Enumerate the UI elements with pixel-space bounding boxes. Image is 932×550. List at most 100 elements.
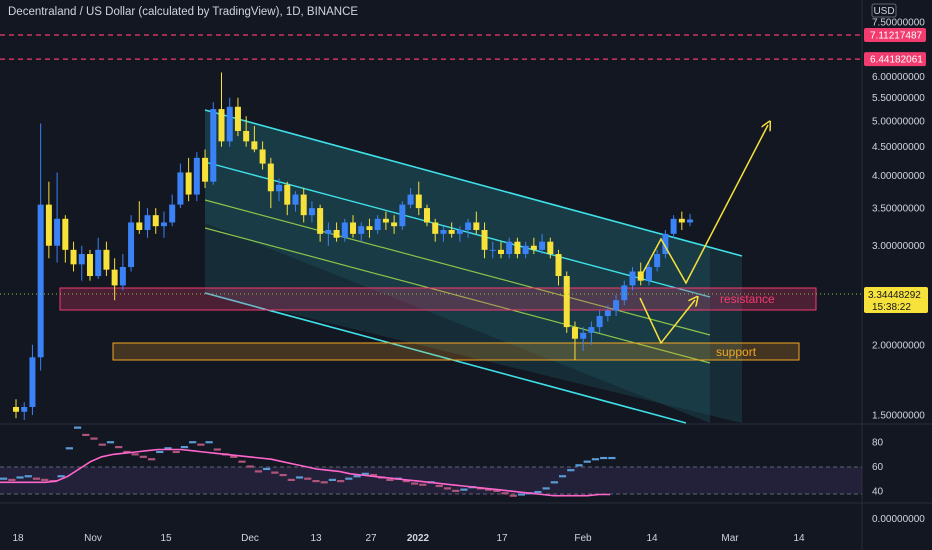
candle[interactable] bbox=[62, 215, 69, 263]
rsi-ma-line[interactable] bbox=[0, 448, 611, 497]
candle[interactable] bbox=[687, 213, 694, 227]
resistance-zone[interactable] bbox=[59, 287, 817, 311]
support-zone[interactable] bbox=[112, 342, 800, 361]
channel-midline-lower[interactable] bbox=[204, 227, 711, 364]
candle[interactable] bbox=[555, 249, 562, 286]
candle[interactable] bbox=[317, 204, 324, 242]
candle[interactable] bbox=[514, 237, 521, 259]
candle[interactable] bbox=[506, 237, 513, 259]
candle[interactable] bbox=[144, 208, 151, 238]
price-line-label: 6.44182061 bbox=[870, 55, 923, 66]
candle[interactable] bbox=[267, 157, 274, 209]
candle[interactable] bbox=[128, 215, 135, 272]
candle[interactable] bbox=[563, 271, 570, 333]
candle[interactable] bbox=[276, 178, 283, 202]
candle[interactable] bbox=[539, 233, 546, 255]
candle[interactable] bbox=[654, 249, 661, 272]
candle[interactable] bbox=[259, 141, 266, 170]
candle[interactable] bbox=[391, 215, 398, 234]
candle[interactable] bbox=[621, 280, 628, 306]
candle[interactable] bbox=[325, 222, 332, 246]
candle[interactable] bbox=[473, 211, 480, 234]
candle[interactable] bbox=[374, 215, 381, 234]
candle[interactable] bbox=[284, 181, 291, 216]
candle[interactable] bbox=[580, 327, 587, 351]
candle[interactable] bbox=[185, 157, 192, 202]
candle[interactable] bbox=[70, 241, 77, 272]
candle[interactable] bbox=[530, 237, 537, 255]
candle[interactable] bbox=[341, 218, 348, 242]
candle[interactable] bbox=[54, 172, 61, 263]
candle[interactable] bbox=[613, 295, 620, 316]
candle[interactable] bbox=[407, 188, 414, 209]
candle[interactable] bbox=[366, 218, 373, 238]
candle[interactable] bbox=[95, 237, 102, 279]
candle[interactable] bbox=[645, 262, 652, 286]
regression-channel-fill[interactable] bbox=[205, 110, 742, 423]
forecast-path-up[interactable] bbox=[639, 125, 768, 285]
currency-badge[interactable] bbox=[871, 3, 897, 18]
candle[interactable] bbox=[489, 241, 496, 259]
candle[interactable] bbox=[678, 211, 685, 230]
candle[interactable] bbox=[243, 116, 250, 147]
candle[interactable] bbox=[456, 226, 463, 242]
candle[interactable] bbox=[382, 211, 389, 230]
candle[interactable] bbox=[103, 241, 110, 277]
candle-body bbox=[169, 204, 176, 223]
candle[interactable] bbox=[251, 125, 258, 153]
candle[interactable] bbox=[481, 222, 488, 259]
candle[interactable] bbox=[86, 249, 93, 281]
candle[interactable] bbox=[662, 229, 669, 259]
candle[interactable] bbox=[152, 208, 159, 234]
candle[interactable] bbox=[333, 222, 340, 242]
candle[interactable] bbox=[177, 163, 184, 209]
candle[interactable] bbox=[497, 241, 504, 259]
candle[interactable] bbox=[234, 97, 241, 137]
channel-midline-upper[interactable] bbox=[204, 199, 711, 336]
candle[interactable] bbox=[415, 181, 422, 216]
channel-lower-line[interactable] bbox=[204, 292, 687, 424]
candle[interactable] bbox=[547, 237, 554, 259]
candle[interactable] bbox=[308, 201, 315, 223]
candle[interactable] bbox=[300, 188, 307, 223]
candle[interactable] bbox=[399, 201, 406, 230]
candle[interactable] bbox=[424, 204, 430, 227]
candle[interactable] bbox=[448, 222, 455, 238]
candle[interactable] bbox=[45, 181, 52, 259]
candle[interactable] bbox=[604, 305, 611, 322]
candle[interactable] bbox=[193, 152, 200, 202]
candle[interactable] bbox=[119, 254, 126, 291]
candle[interactable] bbox=[358, 222, 365, 242]
candle[interactable] bbox=[29, 344, 36, 415]
candle[interactable] bbox=[350, 215, 357, 238]
candle[interactable] bbox=[670, 215, 677, 238]
candle[interactable] bbox=[218, 72, 225, 147]
candle[interactable] bbox=[21, 402, 28, 420]
candle[interactable] bbox=[202, 149, 209, 189]
candle[interactable] bbox=[78, 245, 85, 281]
candle[interactable] bbox=[522, 241, 529, 259]
candle[interactable] bbox=[160, 211, 167, 238]
candle[interactable] bbox=[629, 266, 636, 291]
candle[interactable] bbox=[226, 97, 233, 147]
channel-inner-upper-line[interactable] bbox=[204, 161, 711, 298]
candle[interactable] bbox=[111, 258, 118, 301]
candle-body bbox=[596, 315, 603, 328]
candle[interactable] bbox=[13, 399, 19, 419]
candle[interactable] bbox=[136, 201, 143, 234]
candle[interactable] bbox=[440, 226, 447, 242]
candle[interactable] bbox=[432, 218, 439, 242]
time-tick-label: 15 bbox=[160, 533, 172, 544]
candle[interactable] bbox=[465, 218, 472, 238]
rsi-axis: 80 60 40 bbox=[872, 438, 884, 498]
channel-upper-line[interactable] bbox=[204, 109, 743, 257]
forecast-path-down[interactable] bbox=[639, 298, 695, 345]
candle[interactable] bbox=[37, 123, 44, 371]
candle[interactable] bbox=[210, 102, 217, 185]
candle[interactable] bbox=[588, 321, 595, 345]
candle[interactable] bbox=[571, 321, 578, 360]
candle[interactable] bbox=[292, 191, 299, 212]
candle[interactable] bbox=[169, 194, 176, 227]
candle[interactable] bbox=[596, 310, 603, 333]
